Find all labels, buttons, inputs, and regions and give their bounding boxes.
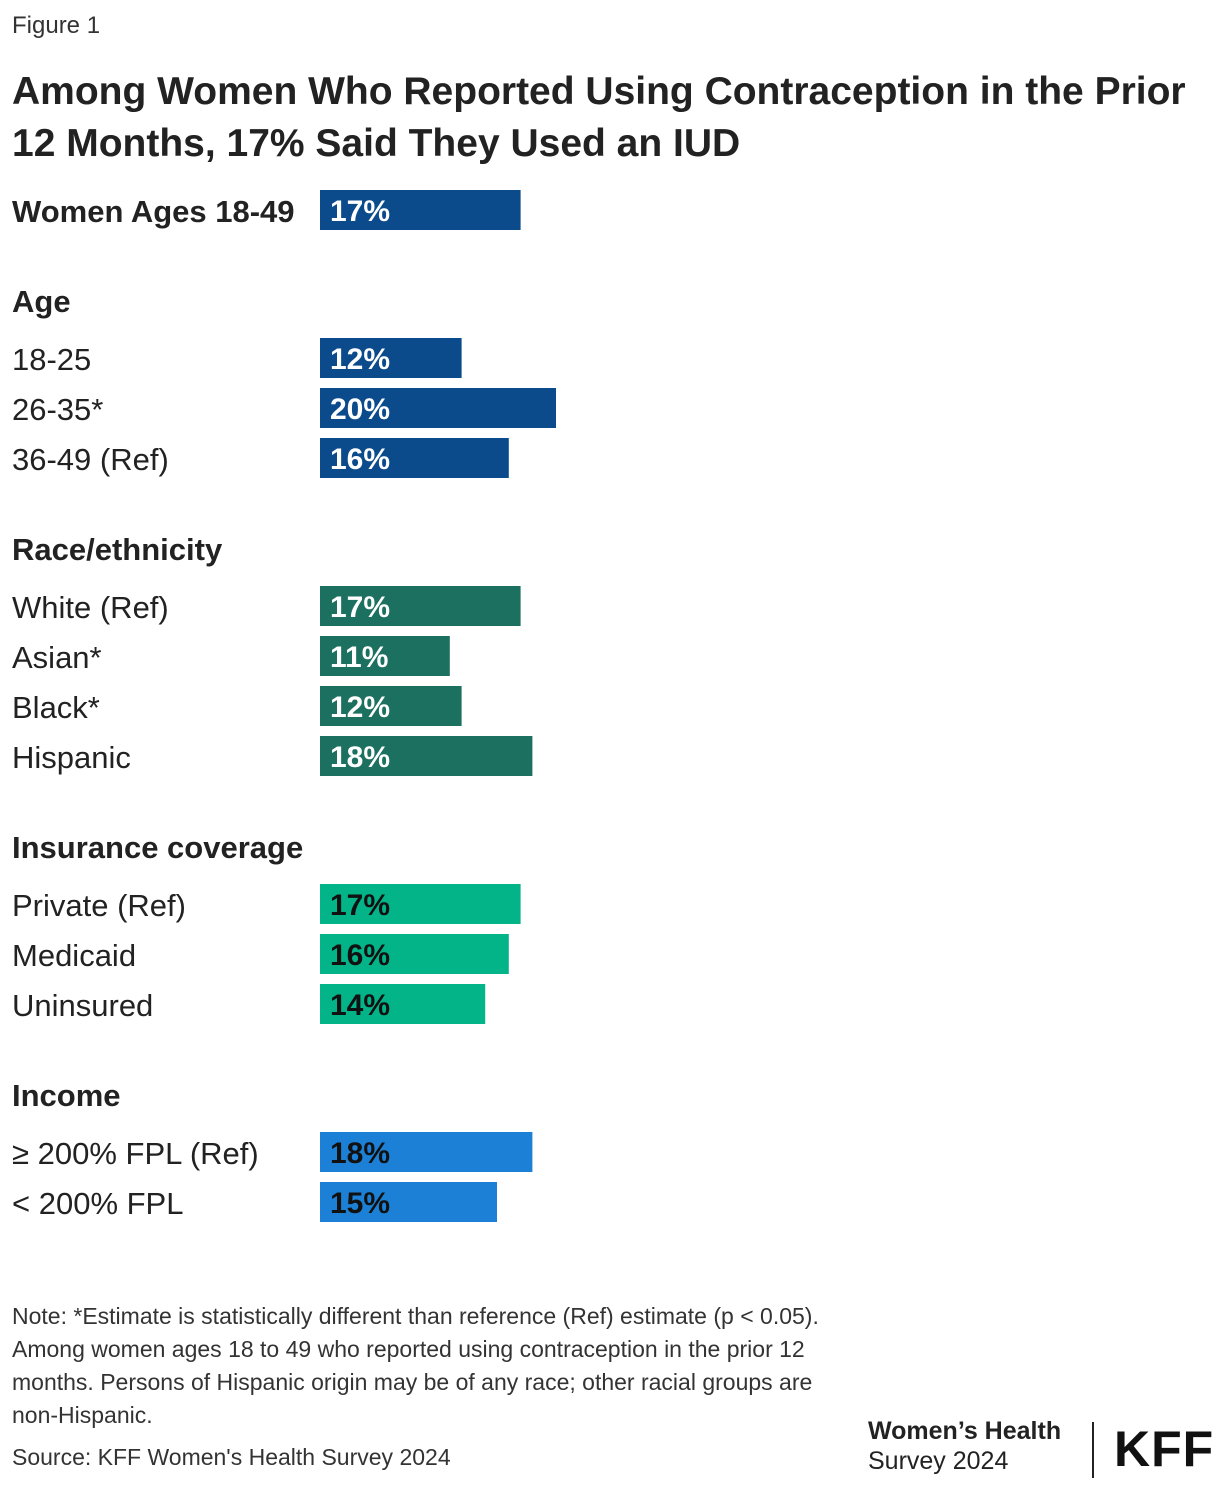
category-label: ≥ 200% FPL (Ref): [12, 1136, 259, 1171]
bar: [320, 736, 533, 776]
category-label: Women Ages 18-49: [12, 194, 295, 229]
chart-note: Note: *Estimate is statistically differe…: [12, 1303, 819, 1428]
bar-value-label: 16%: [330, 939, 390, 972]
bar: [320, 388, 556, 428]
bar: [320, 1182, 497, 1222]
bar-value-label: 11%: [330, 641, 388, 674]
bar-value-label: 12%: [330, 691, 390, 724]
category-label: 36-49 (Ref): [12, 442, 169, 477]
category-label: Private (Ref): [12, 888, 186, 923]
bar-value-label: 17%: [330, 889, 390, 922]
category-label: 26-35*: [12, 392, 103, 427]
bar: [320, 190, 521, 230]
bar: [320, 438, 509, 478]
bar: [320, 934, 509, 974]
chart-source: Source: KFF Women's Health Survey 2024: [12, 1444, 451, 1470]
brand-line-1: Women’s Health: [868, 1417, 1062, 1445]
figure-label: Figure 1: [12, 12, 101, 39]
survey-brand: Women’s Health Survey 2024: [868, 1416, 1061, 1476]
bar: [320, 686, 462, 726]
group-heading: Age: [12, 284, 71, 319]
bar: [320, 338, 462, 378]
bar-value-label: 12%: [330, 343, 390, 376]
bar-value-label: 15%: [330, 1187, 390, 1220]
category-label: Uninsured: [12, 988, 153, 1023]
chart-title: Among Women Who Reported Using Contracep…: [12, 70, 1186, 165]
bar: [320, 636, 450, 676]
group-heading: Income: [12, 1078, 121, 1113]
bar: [320, 984, 486, 1024]
bar-value-label: 17%: [330, 195, 390, 228]
brand-line-2: Survey 2024: [868, 1447, 1009, 1475]
bar-value-label: 16%: [330, 443, 390, 476]
brand-divider: [1092, 1422, 1094, 1478]
bar-value-label: 20%: [330, 393, 390, 426]
bar-value-label: 18%: [330, 741, 390, 774]
category-label: White (Ref): [12, 590, 169, 625]
bar: [320, 586, 521, 626]
bar: [320, 884, 521, 924]
category-label: 18-25: [12, 342, 91, 377]
bar-value-label: 18%: [330, 1137, 390, 1170]
group-heading: Race/ethnicity: [12, 532, 223, 567]
bar: [320, 1132, 533, 1172]
group-heading: Insurance coverage: [12, 830, 303, 865]
bar-value-label: 17%: [330, 591, 390, 624]
bar-value-label: 14%: [330, 989, 390, 1022]
category-label: Black*: [12, 690, 100, 725]
category-label: Asian*: [12, 640, 102, 675]
category-label: < 200% FPL: [12, 1186, 183, 1221]
category-label: Medicaid: [12, 938, 136, 973]
bar-chart: Women Ages 18-49 17% Age 18-25 12% 26-35* 20% 3…: [12, 190, 556, 1222]
category-label: Hispanic: [12, 740, 131, 775]
kff-logo: KFF: [1114, 1421, 1215, 1477]
